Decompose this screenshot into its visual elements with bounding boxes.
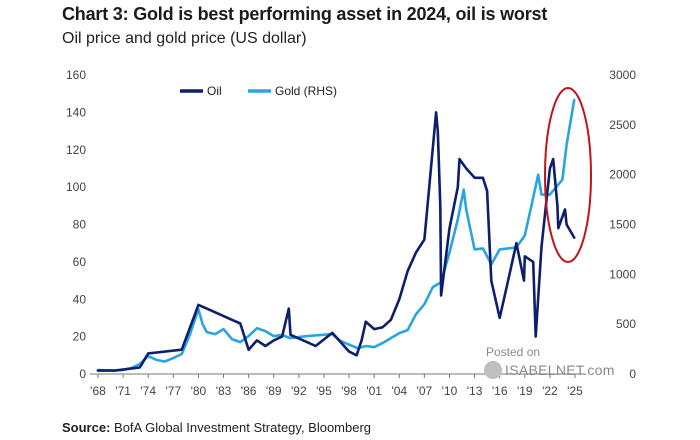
y-right-tick-label: 2000 [609,168,636,182]
y-left-tick-label: 120 [66,143,86,157]
x-tick-label: '68 [90,384,106,398]
y-right-tick-label: 2500 [609,118,636,132]
x-tick-label: '77 [165,384,181,398]
x-tick-label: '04 [391,384,407,398]
y-left-tick-label: 20 [73,330,87,344]
x-tick-label: '22 [542,384,558,398]
x-tick-label: '13 [467,384,483,398]
chart-subtitle: Oil price and gold price (US dollar) [62,30,307,47]
chart-title: Chart 3: Gold is best performing asset i… [62,4,548,24]
y-left-tick-label: 140 [66,105,86,119]
x-tick-label: '07 [417,384,433,398]
y-right-tick-label: 0 [629,367,636,381]
x-tick-label: '71 [115,384,131,398]
y-left-tick-label: 40 [73,292,87,306]
x-tick-label: '16 [492,384,508,398]
x-tick-label: '80 [191,384,207,398]
y-left-tick-label: 80 [73,218,87,232]
highlight-ellipse [544,87,592,263]
y-right-tick-label: 500 [616,317,636,331]
x-tick-label: '92 [291,384,307,398]
y-left-tick-label: 160 [66,68,86,82]
legend-oil-label: Oil [207,84,222,98]
source-label: Source: [62,420,111,435]
x-tick-label: '10 [442,384,458,398]
x-tick-label: '89 [266,384,282,398]
x-tick-label: '74 [140,384,156,398]
source-text: BofA Global Investment Strategy, Bloombe… [114,420,372,435]
oil-series-line [96,111,576,372]
x-tick-label: '83 [216,384,232,398]
x-tick-label: '86 [241,384,257,398]
chart-lines [96,98,576,372]
y-right-tick-label: 1500 [609,218,636,232]
chart-axes: '68 '71 '74 '77 '80 '83 '86 '89 '92 '95 '98 '01 '04 '… [66,68,636,398]
watermark-logo-icon [484,361,502,379]
y-right-tick-label: 3000 [609,68,636,82]
gold-series-line [96,98,576,372]
x-tick-label: '95 [316,384,332,398]
y-right-tick-label: 1000 [609,267,636,281]
x-tick-label: '01 [366,384,382,398]
watermark-line1: Posted on [486,345,540,359]
watermark-line2: ISABELNET.com [505,362,615,378]
y-left-tick-label: 0 [79,367,86,381]
legend-gold-label: Gold (RHS) [275,84,337,98]
source-note: Source: BofA Global Investment Strategy,… [62,420,371,435]
x-tick-label: '25 [567,384,583,398]
y-left-tick-label: 60 [73,255,87,269]
y-left-tick-label: 100 [66,180,86,194]
x-tick-label: '98 [341,384,357,398]
x-tick-label: '19 [517,384,533,398]
watermark: Posted on ISABELNET.com [484,345,615,379]
chart-legend: Oil Gold (RHS) [180,84,337,98]
